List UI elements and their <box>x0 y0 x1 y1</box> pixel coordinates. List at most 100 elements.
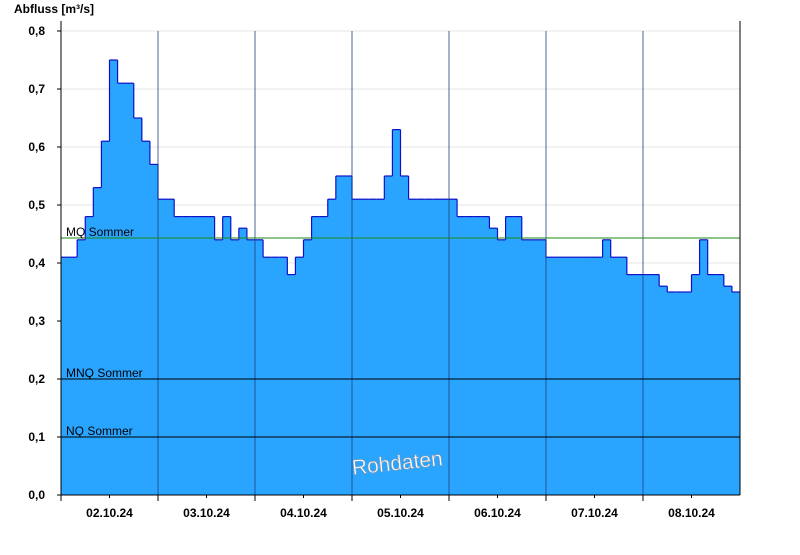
area-step <box>392 129 401 495</box>
x-tick-label: 02.10.24 <box>86 506 133 520</box>
area-step <box>715 274 725 495</box>
y-tick-label: 0,3 <box>28 314 45 328</box>
area-step <box>343 176 353 495</box>
area-step <box>141 141 151 495</box>
area-step <box>352 199 361 495</box>
area-step <box>602 239 612 495</box>
area-step <box>109 60 118 495</box>
area-step <box>295 257 304 495</box>
area-step <box>230 239 240 495</box>
area-step <box>626 274 636 495</box>
y-tick-label: 0,1 <box>28 430 45 444</box>
y-tick-label: 0,5 <box>28 198 45 212</box>
area-step <box>634 274 644 495</box>
y-tick-label: 0,8 <box>28 24 45 38</box>
x-tick-label: 07.10.24 <box>571 506 618 520</box>
area-step <box>125 83 135 495</box>
area-step <box>497 239 506 495</box>
area-step <box>707 274 717 495</box>
area-step <box>77 239 86 495</box>
area-step <box>93 187 102 495</box>
area-step <box>149 164 159 495</box>
area-step <box>723 286 733 495</box>
area-step <box>691 274 700 495</box>
area-step <box>683 292 692 495</box>
area-step <box>166 199 175 495</box>
area-step <box>263 257 272 495</box>
y-tick-label: 0,7 <box>28 82 45 96</box>
reference-label: MNQ Sommer <box>66 366 143 380</box>
area-step <box>473 216 482 495</box>
area-step <box>521 239 531 495</box>
area-step <box>457 216 466 495</box>
area-step <box>651 274 660 495</box>
area-step <box>287 274 296 495</box>
area-step <box>408 199 418 495</box>
area-step <box>667 292 676 495</box>
area-step <box>416 199 426 495</box>
x-tick-label: 03.10.24 <box>183 506 230 520</box>
area-step <box>513 216 523 495</box>
area-step <box>182 216 191 495</box>
area-step <box>255 239 264 495</box>
area-step <box>432 199 442 495</box>
area-step <box>311 216 321 495</box>
area-step <box>449 199 458 495</box>
area-step <box>85 216 94 495</box>
x-tick-label: 05.10.24 <box>377 506 424 520</box>
x-tick-label: 08.10.24 <box>668 506 715 520</box>
area-step <box>238 228 248 495</box>
area-step <box>505 216 515 495</box>
area-step <box>271 257 280 495</box>
area-step <box>279 257 288 495</box>
area-step <box>335 176 345 495</box>
area-step <box>699 239 709 495</box>
area-step <box>570 257 579 495</box>
area-step <box>174 216 183 495</box>
area-step <box>158 199 167 495</box>
area-step <box>376 199 385 495</box>
y-tick-label: 0,2 <box>28 372 45 386</box>
area-step <box>594 257 603 495</box>
area-step <box>537 239 547 495</box>
area-step <box>400 176 409 495</box>
y-tick-label: 0,6 <box>28 140 45 154</box>
area-step <box>206 216 215 495</box>
area-step <box>327 199 337 495</box>
y-tick-label: 0,0 <box>28 488 45 502</box>
area-step <box>368 199 377 495</box>
area-step <box>198 216 207 495</box>
area-step <box>424 199 434 495</box>
area-step <box>659 286 668 495</box>
area-step <box>303 239 312 495</box>
area-step <box>529 239 539 495</box>
area-step <box>319 216 329 495</box>
area-step <box>360 199 369 495</box>
area-step <box>133 118 143 495</box>
area-step <box>489 228 498 495</box>
area-step <box>546 257 555 495</box>
x-tick-label: 06.10.24 <box>474 506 521 520</box>
area-step <box>586 257 595 495</box>
reference-label: MQ Sommer <box>66 225 134 239</box>
area-step <box>562 257 571 495</box>
area-step <box>440 199 450 495</box>
area-step <box>731 292 741 495</box>
x-tick-label: 04.10.24 <box>280 506 327 520</box>
area-step <box>618 257 628 495</box>
area-step <box>481 216 490 495</box>
area-step <box>675 292 684 495</box>
y-tick-label: 0,4 <box>28 256 45 270</box>
area-step <box>214 239 224 495</box>
area-step <box>578 257 587 495</box>
area-step <box>554 257 563 495</box>
area-step <box>190 216 199 495</box>
area-step <box>384 176 393 495</box>
area-step <box>61 257 70 495</box>
area-step <box>117 83 127 495</box>
area-step <box>222 216 232 495</box>
area-step <box>246 239 256 495</box>
reference-label: NQ Sommer <box>66 424 133 438</box>
area-step <box>69 257 78 495</box>
